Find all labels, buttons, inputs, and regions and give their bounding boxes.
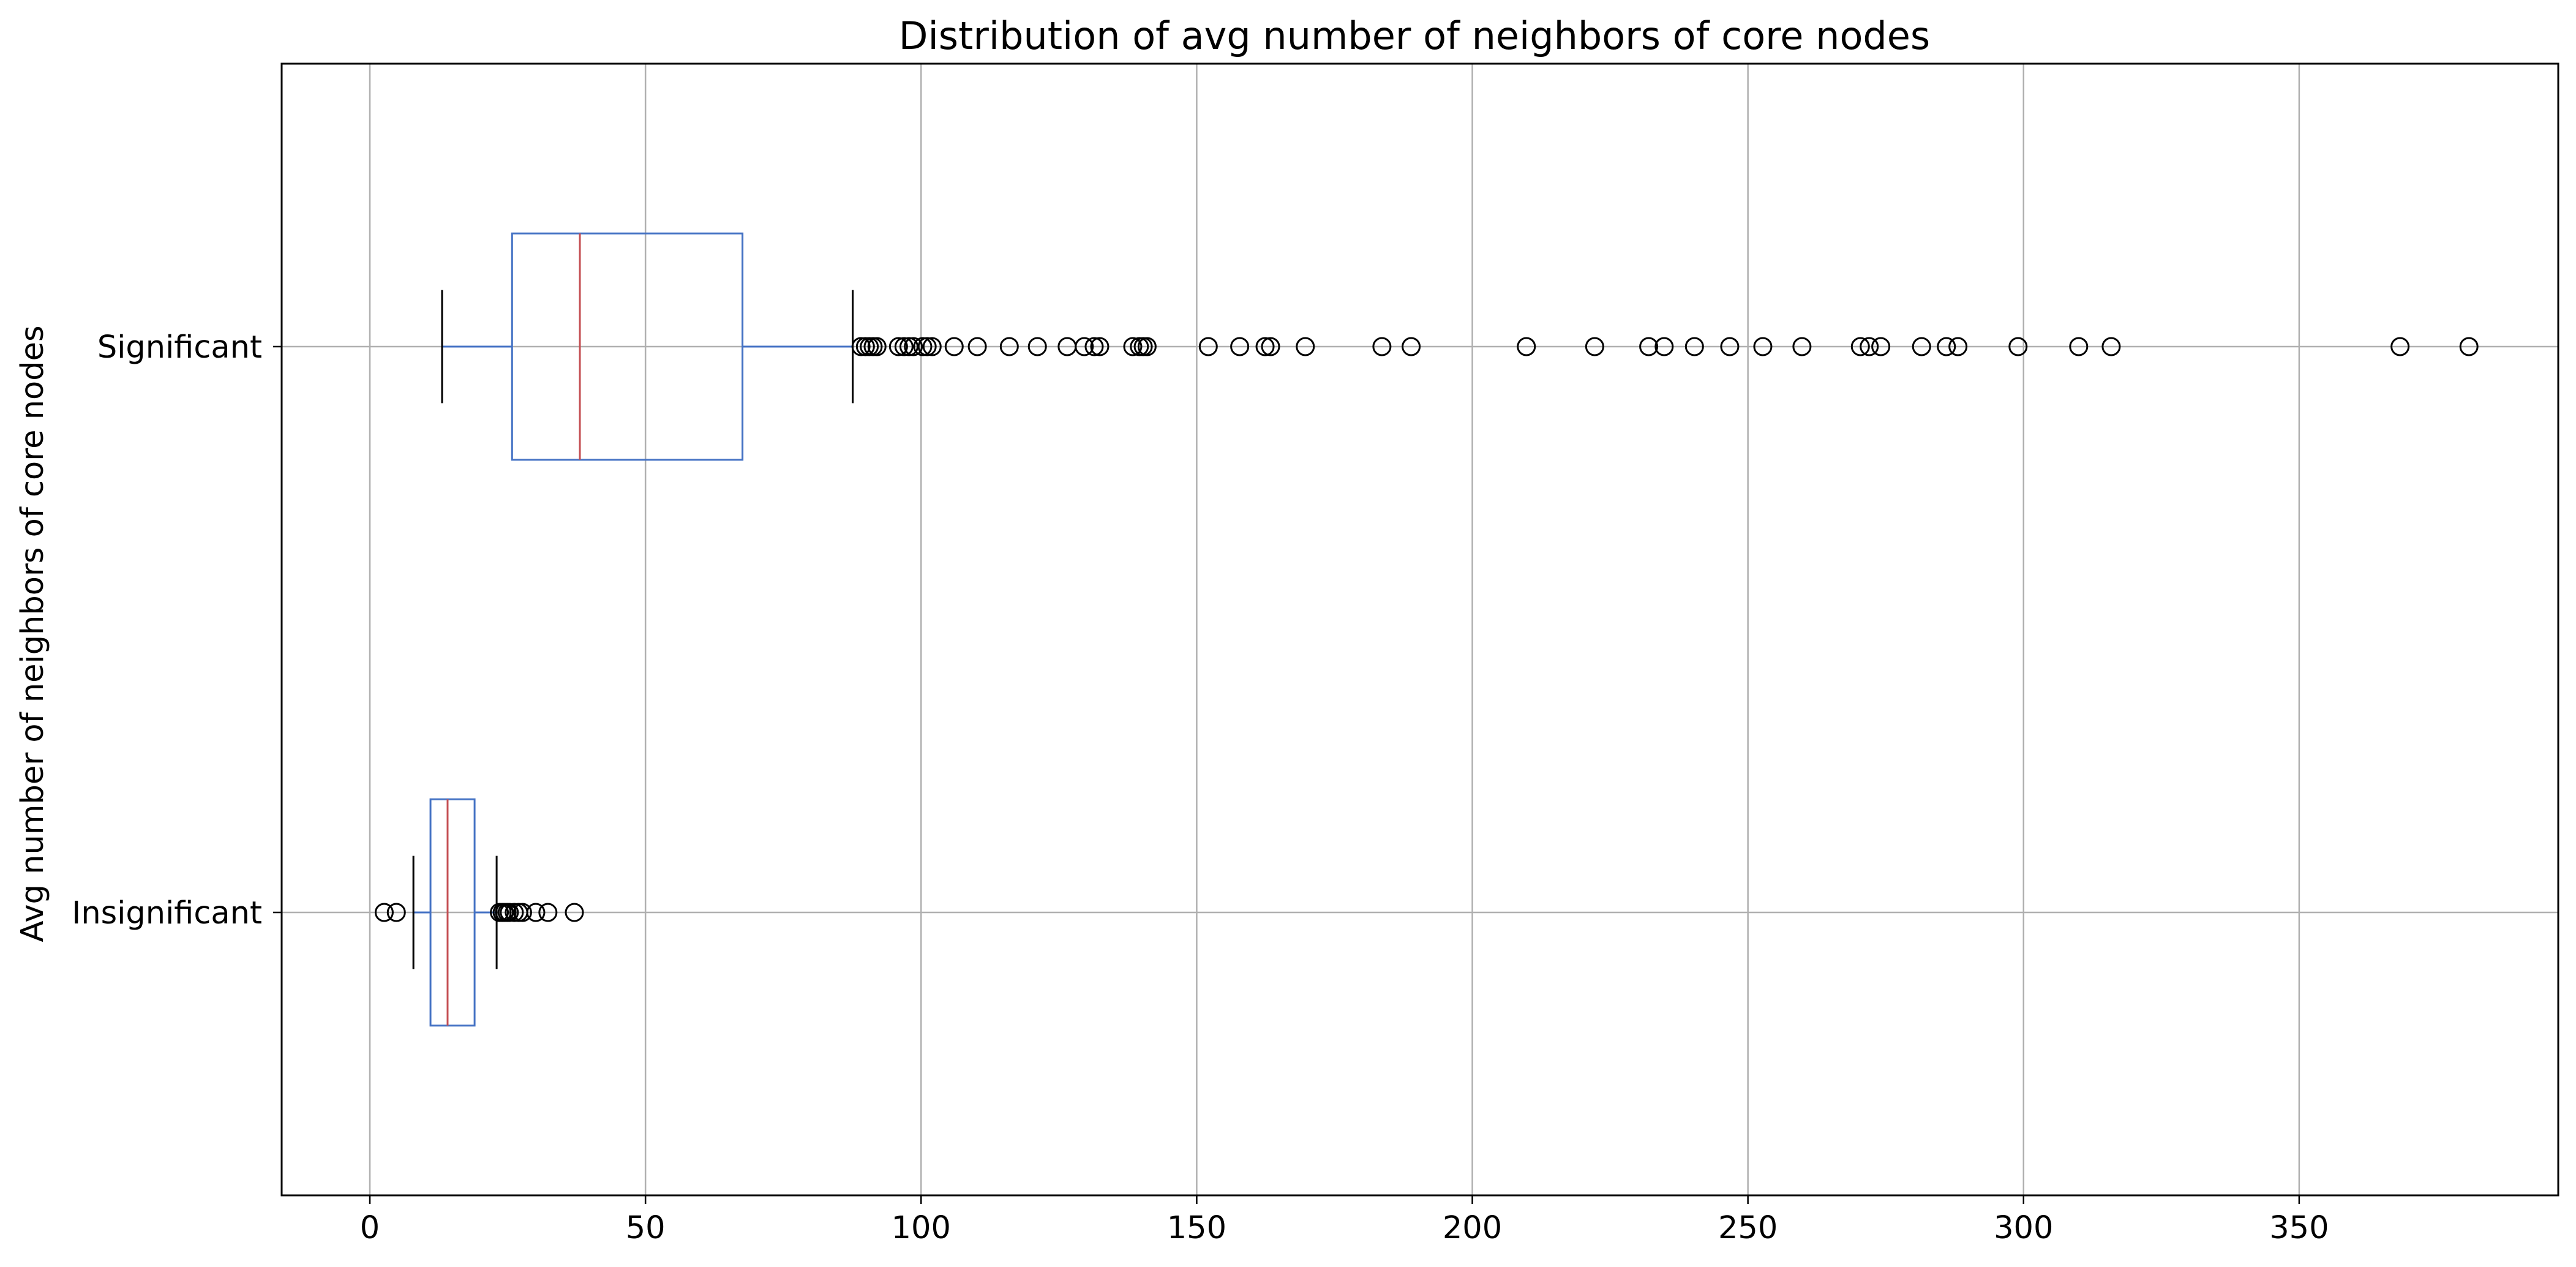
grid-lines [282,64,2558,1195]
x-tick-label: 300 [1994,1210,2053,1246]
y-axis-ticks: Insignificant Significant [72,329,282,931]
outlier-point [913,337,933,356]
outlier-point [2008,337,2028,356]
outlier-point [565,903,584,922]
outlier-point [899,337,918,356]
plot-area-frame [280,62,2559,1197]
outlier-point [944,337,964,356]
outlier-point [538,903,558,922]
outlier-point [1948,337,1968,356]
outlier-point [1084,337,1104,356]
box-group-significant [441,232,854,461]
outlier-point [867,337,887,356]
x-axis-ticks: 0 50 100 150 200 250 300 350 [360,1195,2329,1246]
outlier-point [2390,337,2410,356]
outlier-point [922,337,942,356]
outlier-point [1075,337,1094,356]
x-tick-label: 350 [2269,1210,2329,1246]
outlier-point [894,337,914,356]
x-tick-label: 100 [892,1210,951,1246]
outlier-point [1753,337,1773,356]
outlier-point [1296,337,1315,356]
outlier-point [386,903,406,922]
outlier-point [1090,337,1110,356]
iqr-box [511,232,744,461]
outlier-point [1792,337,1812,356]
x-tick-label: 250 [1718,1210,1778,1246]
outlier-point [1850,337,1870,356]
outlier-point [2459,337,2479,356]
x-tick-label: 150 [1167,1210,1226,1246]
outlier-point [526,903,546,922]
outlier-point [1372,337,1392,356]
outlier-point [904,337,923,356]
outlier-point [1639,337,1659,356]
y-axis-label: Avg number of neighbors of core nodes [15,325,51,942]
outlier-point [1255,337,1275,356]
y-tick-label: Insignificant [72,895,262,931]
iqr-box [429,798,476,1027]
outlier-point [505,903,524,922]
outlier-point [1860,337,1879,356]
outlier-point [1720,337,1740,356]
outlier-point [1871,337,1891,356]
outlier-point [1585,337,1604,356]
outlier-point [851,337,871,356]
outlier-point [1937,337,1956,356]
outlier-point [2069,337,2089,356]
outlier-point [1230,337,1250,356]
outlier-point [1517,337,1536,356]
outlier-point [1198,337,1218,356]
chart-title: Distribution of avg number of neighbors … [899,13,1930,58]
outlier-point [917,337,937,356]
outlier-point [888,337,908,356]
outlier-point [999,337,1019,356]
x-tick-label: 0 [360,1210,380,1246]
outlier-point [2101,337,2121,356]
outlier-point [1027,337,1047,356]
fliers-layer [374,337,2479,922]
outlier-point [374,903,394,922]
outlier-point [513,903,532,922]
outlier-point [1654,337,1674,356]
outlier-point [967,337,987,356]
x-tick-label: 50 [626,1210,666,1246]
y-tick-label: Significant [97,329,262,366]
outlier-point [1684,337,1704,356]
outlier-point [1261,337,1280,356]
outlier-point [1123,337,1143,356]
x-tick-label: 200 [1443,1210,1502,1246]
outlier-point [1137,337,1157,356]
outlier-point [500,903,519,922]
outlier-point [1402,337,1421,356]
outlier-point [1912,337,1931,356]
